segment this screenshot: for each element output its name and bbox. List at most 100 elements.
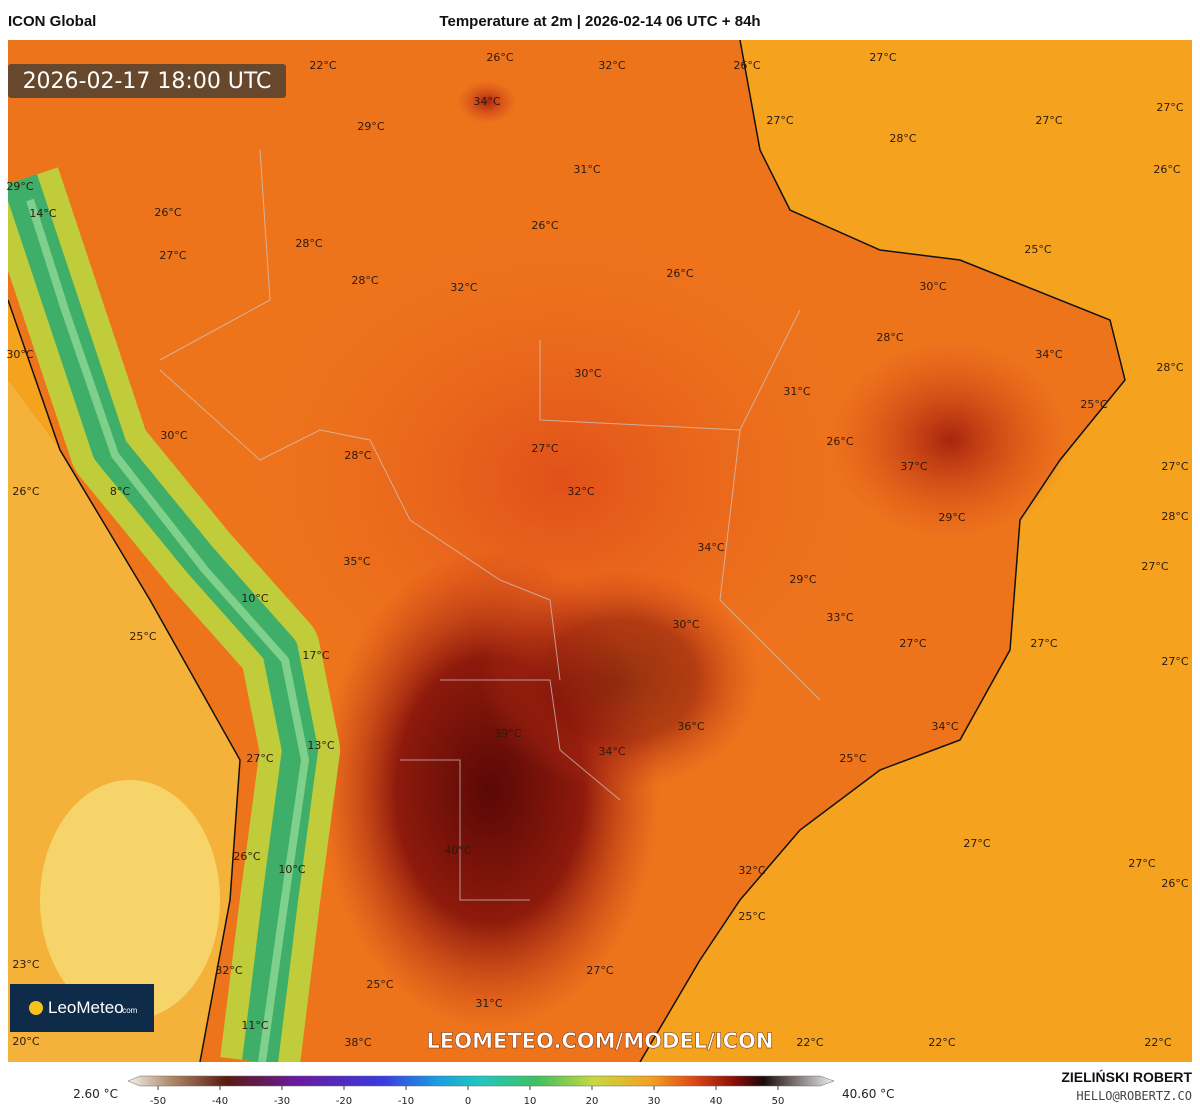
temperature-label: 27°C <box>1141 560 1168 573</box>
northeast-hot <box>830 340 1070 540</box>
temperature-label: 26°C <box>154 206 181 219</box>
temperature-label: 10°C <box>241 592 268 605</box>
hot-area <box>480 570 760 790</box>
temperature-label: 27°C <box>1161 655 1188 668</box>
temperature-label: 26°C <box>666 267 693 280</box>
temperature-label: 32°C <box>567 485 594 498</box>
temperature-label: 38°C <box>344 1036 371 1049</box>
temperature-label: 30°C <box>6 348 33 361</box>
temperature-label: 26°C <box>826 435 853 448</box>
temperature-label: 30°C <box>672 618 699 631</box>
temperature-label: 28°C <box>889 132 916 145</box>
temperature-label: 29°C <box>938 511 965 524</box>
temperature-label: 22°C <box>309 59 336 72</box>
colorbar-tick-label: -20 <box>336 1096 352 1107</box>
contact: HELLO@ROBERTZ.CO <box>1076 1089 1192 1103</box>
temperature-label: 28°C <box>351 274 378 287</box>
temperature-label: 25°C <box>839 752 866 765</box>
temperature-label: 27°C <box>766 114 793 127</box>
temperature-label: 26°C <box>531 219 558 232</box>
temperature-label: 17°C <box>302 649 329 662</box>
temperature-label: 28°C <box>1161 510 1188 523</box>
map-title: Temperature at 2m | 2026-02-14 06 UTC + … <box>439 13 760 30</box>
temperature-label: 27°C <box>1030 637 1057 650</box>
temperature-label: 27°C <box>159 249 186 262</box>
logo-suffix: .com <box>120 1006 138 1015</box>
temperature-label: 23°C <box>12 958 39 971</box>
north-hot <box>457 80 517 124</box>
temperature-label: 32°C <box>215 964 242 977</box>
temperature-label: 27°C <box>869 51 896 64</box>
temperature-label: 32°C <box>598 59 625 72</box>
colorbar-tick-label: -50 <box>150 1096 166 1107</box>
temperature-label: 40°C <box>444 844 471 857</box>
temperature-label: 28°C <box>344 449 371 462</box>
colorbar-tick-label: 30 <box>648 1096 661 1107</box>
temperature-label: 34°C <box>473 95 500 108</box>
temperature-label: 25°C <box>1080 398 1107 411</box>
temperature-label: 30°C <box>160 429 187 442</box>
logo-name: LeoMeteo <box>48 998 124 1017</box>
borders <box>159 149 821 901</box>
temperature-label: 31°C <box>783 385 810 398</box>
author: ZIELIŃSKI ROBERT <box>1061 1069 1192 1085</box>
temperature-label: 27°C <box>1035 114 1062 127</box>
temperature-label: 20°C <box>12 1035 39 1048</box>
temperature-label: 29°C <box>6 180 33 193</box>
temperature-label: 26°C <box>486 51 513 64</box>
temperature-label: 37°C <box>900 460 927 473</box>
colorbar-min: 2.60 °C <box>73 1087 118 1101</box>
temperature-label: 26°C <box>12 485 39 498</box>
temperature-label: 34°C <box>598 745 625 758</box>
temperature-label: 22°C <box>1144 1036 1171 1049</box>
temperature-label: 26°C <box>233 850 260 863</box>
colorbar-tick-label: 10 <box>524 1096 537 1107</box>
temperature-label: 35°C <box>343 555 370 568</box>
colorbar <box>127 1075 835 1087</box>
temperature-label: 32°C <box>738 864 765 877</box>
colorbar-tick-label: 0 <box>465 1096 471 1107</box>
model-name: ICON Global <box>8 13 96 30</box>
andes-highs <box>26 198 309 1062</box>
colorbar-tick-label: -10 <box>398 1096 414 1107</box>
temperature-label: 27°C <box>531 442 558 455</box>
temperature-label: 25°C <box>129 630 156 643</box>
temperature-labels: 22°C 26°C 32°C 26°C 27°C 27°C 34°C 27°C 27°C 29°C… <box>6 51 1188 1049</box>
temperature-label: 32°C <box>450 281 477 294</box>
temperature-label: 34°C <box>1035 348 1062 361</box>
cool-ocean <box>40 780 220 1020</box>
temperature-label: 11°C <box>241 1019 268 1032</box>
colorbar-tick-label: 50 <box>772 1096 785 1107</box>
temperature-label: 36°C <box>677 720 704 733</box>
colorbar-tick-label: 20 <box>586 1096 599 1107</box>
temperature-label: 8°C <box>110 485 130 498</box>
temperature-label: 33°C <box>826 611 853 624</box>
temperature-label: 29°C <box>789 573 816 586</box>
temperature-label: 25°C <box>366 978 393 991</box>
temperature-label: 30°C <box>574 367 601 380</box>
colorbar-max: 40.60 °C <box>842 1087 895 1101</box>
temperature-label: 26°C <box>1161 877 1188 890</box>
temperature-label: 27°C <box>1156 101 1183 114</box>
temperature-label: 26°C <box>1153 163 1180 176</box>
temperature-label: 30°C <box>919 280 946 293</box>
timestamp-box <box>8 64 286 98</box>
temperature-label: 10°C <box>278 863 305 876</box>
valid-time: 2026-02-17 18:00 UTC <box>23 69 272 94</box>
temperature-label: 22°C <box>796 1036 823 1049</box>
watermark: LEOMETEO.COM/MODEL/ICON <box>427 1029 774 1053</box>
temperature-label: 14°C <box>29 207 56 220</box>
colorbar-tick-label: 40 <box>710 1096 723 1107</box>
temperature-label: 34°C <box>697 541 724 554</box>
colorbar-ticks: -50 -40 -30 -20 -10 0 10 20 30 40 50 <box>150 1086 785 1107</box>
temperature-label: 27°C <box>586 964 613 977</box>
temperature-label: 27°C <box>1161 460 1188 473</box>
colorbar-tick-label: -40 <box>212 1096 228 1107</box>
temperature-label: 27°C <box>1128 857 1155 870</box>
temperature-label: 31°C <box>475 997 502 1010</box>
temperature-label: 25°C <box>738 910 765 923</box>
colorbar-tick-label: -30 <box>274 1096 290 1107</box>
temperature-label: 28°C <box>295 237 322 250</box>
temperature-label: 13°C <box>307 739 334 752</box>
